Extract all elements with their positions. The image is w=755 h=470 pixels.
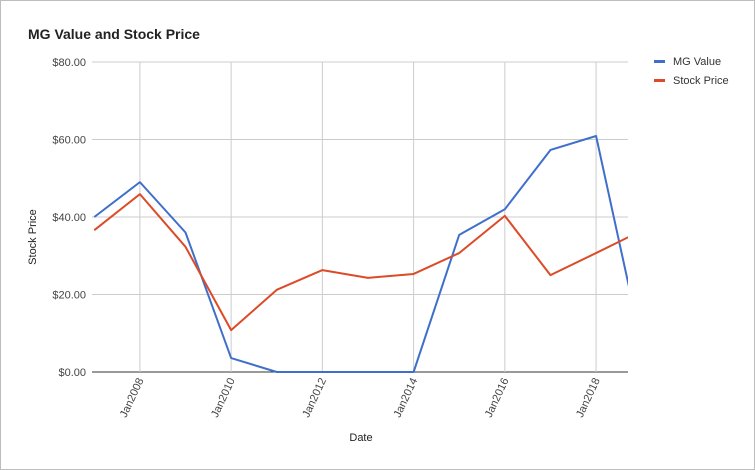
series-line (93, 193, 628, 332)
legend-label: MG Value (673, 56, 721, 68)
series-line (93, 135, 628, 373)
legend-swatch (654, 79, 665, 82)
chart-title: MG Value and Stock Price (28, 26, 200, 42)
legend-label: Stock Price (673, 75, 729, 87)
x-axis-title: Date (349, 432, 372, 444)
y-tick-label: $40.00 (52, 212, 86, 224)
y-axis-title: Stock Price (27, 209, 39, 265)
y-tick-label: $60.00 (52, 135, 86, 147)
legend-swatch (654, 60, 665, 63)
y-tick-label: $20.00 (52, 290, 86, 302)
plot-area (93, 135, 628, 373)
y-tick-label: $0.00 (58, 367, 86, 379)
y-tick-label: $80.00 (52, 57, 86, 69)
